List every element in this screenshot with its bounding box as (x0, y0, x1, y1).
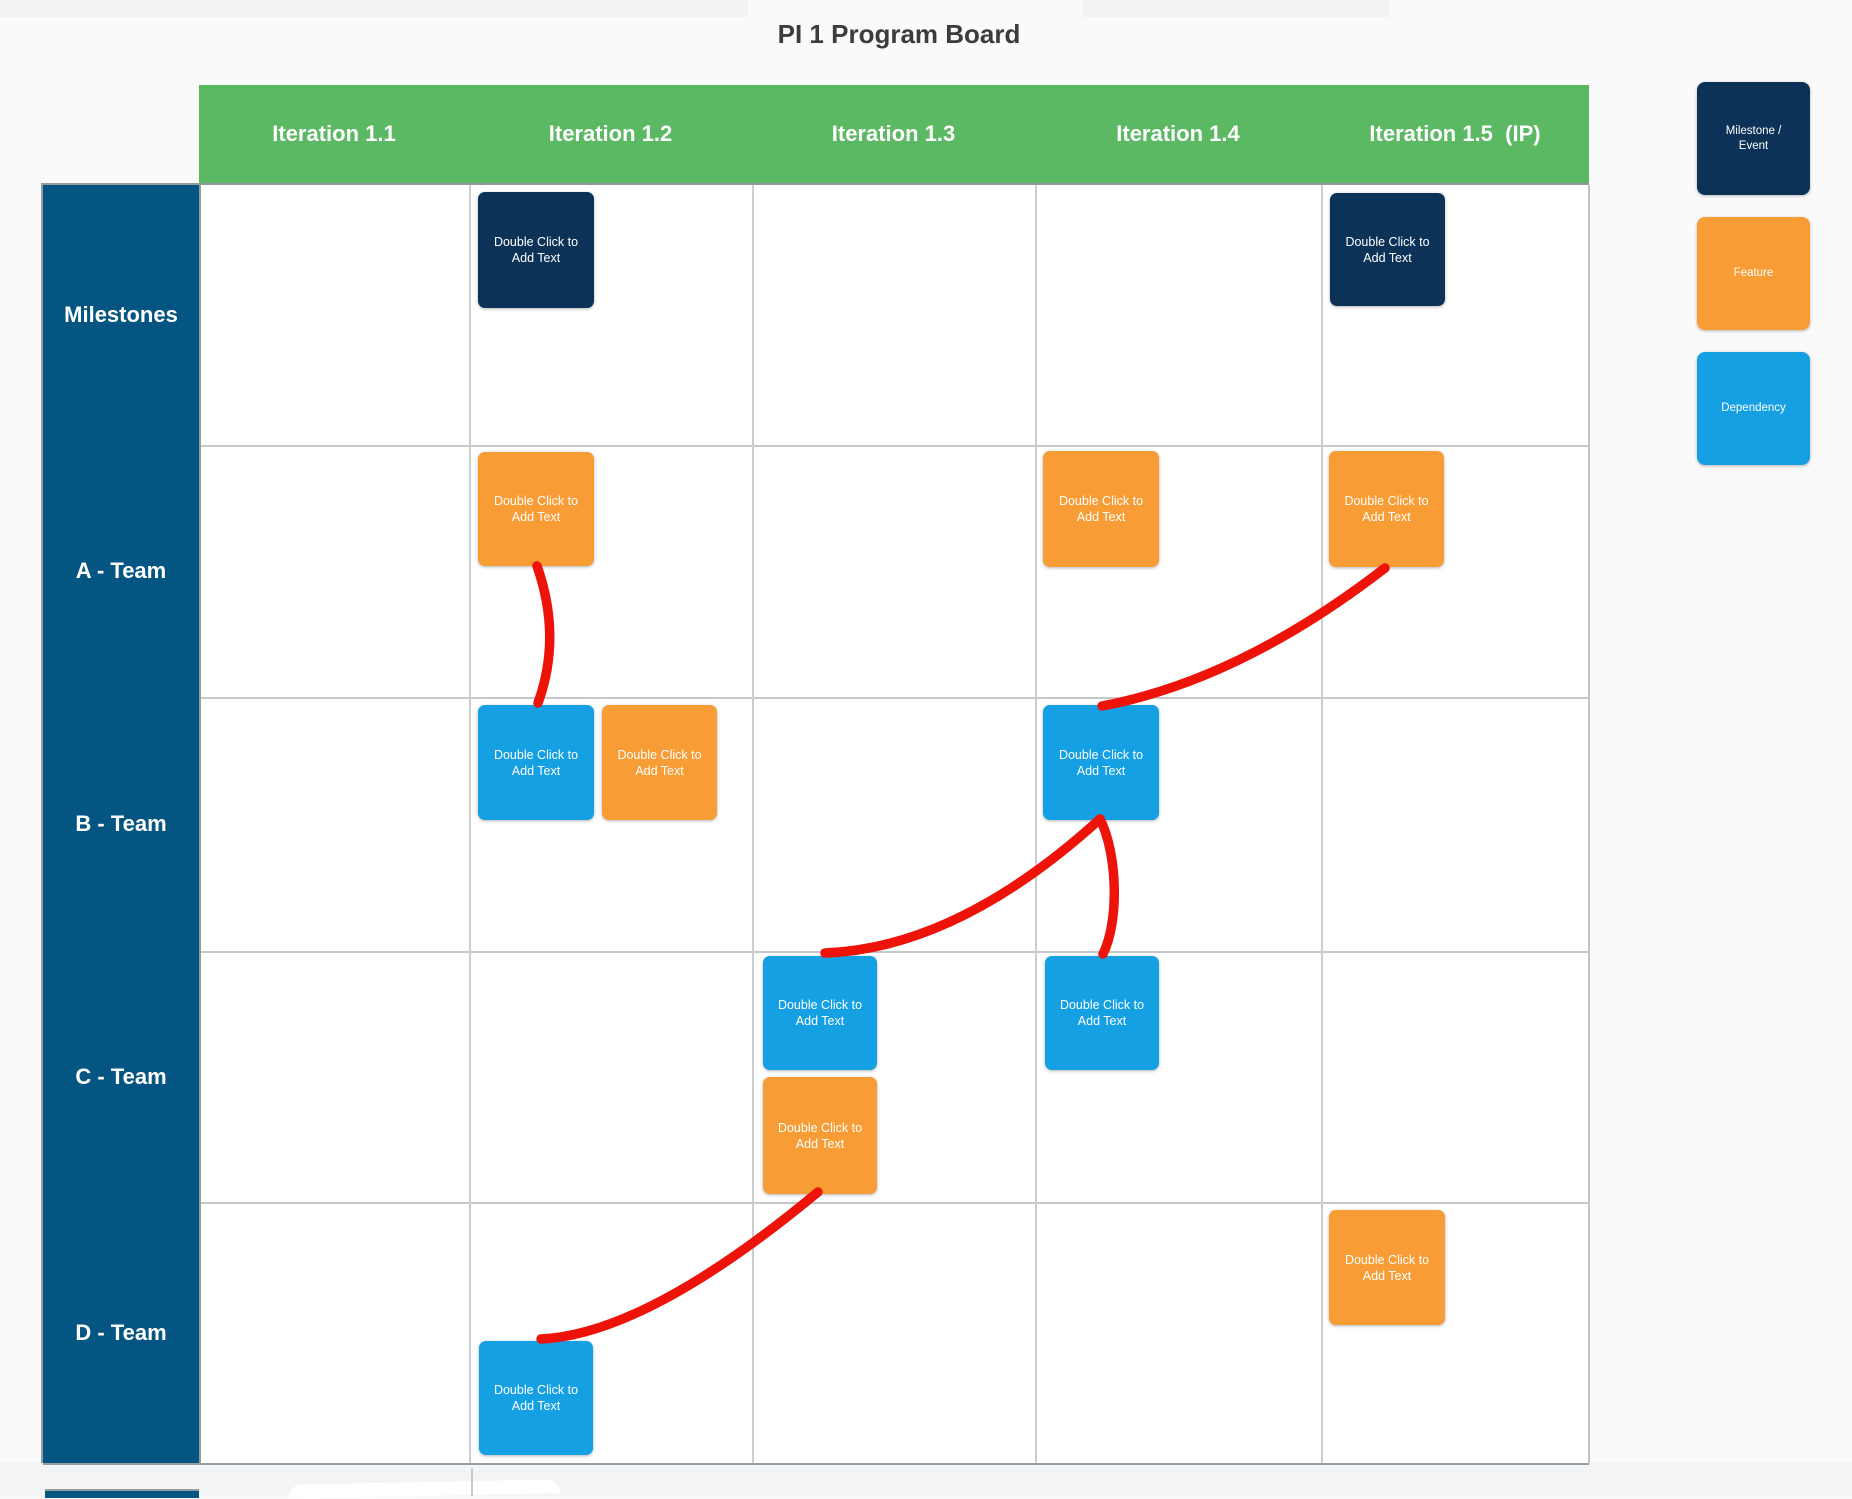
grid-line (469, 185, 471, 1463)
card-placeholder-text: Double Click to Add Text (1344, 494, 1429, 524)
grid-line (1035, 185, 1037, 1463)
row-label-a-team: A - Team (43, 445, 199, 697)
legend-feature: Feature (1697, 217, 1810, 330)
card-placeholder-text: Double Click to Add Text (1058, 747, 1144, 778)
card-placeholder-text: Double Click to Add Text (617, 747, 702, 778)
page-bottom-band (0, 1463, 1852, 1496)
card-placeholder-text: Double Click to Add Text (493, 494, 579, 524)
legend-dependency: Dependency (1697, 352, 1810, 465)
partial-next-row-label (45, 1489, 199, 1498)
table-bottom-border (43, 1463, 1589, 1465)
card-placeholder-text: Double Click to Add Text (493, 235, 579, 265)
dependency-card[interactable]: Double Click to Add Text (1045, 956, 1159, 1070)
legend-label: Milestone / Event (1725, 124, 1782, 152)
card-placeholder-text: Double Click to Add Text (493, 1383, 579, 1413)
card-placeholder-text: Double Click to Add Text (1058, 494, 1144, 524)
row-label-text: Milestones (64, 302, 178, 327)
column-header-label: Iteration 1.1 (272, 121, 396, 146)
top-bar-segment (0, 0, 748, 17)
dependency-card[interactable]: Double Click to Add Text (478, 705, 594, 820)
row-label-text: D - Team (75, 1319, 167, 1345)
grid-line (43, 951, 1589, 953)
column-header-label: Iteration 1.5 (IP) (1369, 121, 1541, 146)
milestone-card[interactable]: Double Click to Add Text (1330, 193, 1445, 306)
dependency-card[interactable]: Double Click to Add Text (1043, 705, 1159, 820)
legend-label: Feature (1733, 267, 1774, 279)
page-title: PI 1 Program Board (777, 19, 1021, 49)
feature-card[interactable]: Double Click to Add Text (478, 452, 594, 566)
milestone-card[interactable]: Double Click to Add Text (478, 192, 594, 308)
card-placeholder-text: Double Click to Add Text (1345, 234, 1430, 265)
row-label-text: A - Team (75, 558, 167, 583)
grid-line (43, 1202, 1589, 1204)
column-header-iteration-1-1: Iteration 1.1 (199, 85, 469, 183)
dependency-card[interactable]: Double Click to Add Text (479, 1341, 593, 1455)
legend-milestone-event: Milestone / Event (1697, 82, 1810, 195)
row-label-d-team: D - Team (43, 1202, 199, 1463)
card-placeholder-text: Double Click to Add Text (1059, 998, 1145, 1028)
feature-card[interactable]: Double Click to Add Text (1043, 451, 1159, 567)
feature-card[interactable]: Double Click to Add Text (1329, 451, 1444, 567)
feature-card[interactable]: Double Click to Add Text (602, 705, 717, 820)
column-header-iteration-1-2: Iteration 1.2 (469, 85, 752, 183)
feature-card[interactable]: Double Click to Add Text (763, 1077, 877, 1194)
grid-line (471, 1468, 473, 1496)
card-placeholder-text: Double Click to Add Text (777, 1120, 863, 1151)
row-label-milestones: Milestones (43, 185, 199, 445)
card-placeholder-text: Double Click to Add Text (1344, 1252, 1430, 1283)
grid-line (43, 445, 1589, 447)
column-header-iteration-1-5-ip: Iteration 1.5 (IP) (1321, 85, 1589, 183)
dependency-card[interactable]: Double Click to Add Text (763, 956, 877, 1070)
column-header-iteration-1-3: Iteration 1.3 (752, 85, 1035, 183)
row-label-text: B - Team (75, 811, 167, 836)
grid-line (43, 183, 1589, 185)
grid-line (1588, 185, 1590, 1463)
card-placeholder-text: Double Click to Add Text (493, 747, 579, 778)
feature-card[interactable]: Double Click to Add Text (1329, 1210, 1445, 1325)
grid-line (43, 697, 1589, 699)
grid-line (1321, 185, 1323, 1463)
column-header-iteration-1-4: Iteration 1.4 (1035, 85, 1321, 183)
legend-label: Dependency (1721, 402, 1786, 414)
card-placeholder-text: Double Click to Add Text (777, 998, 863, 1028)
grid-line (752, 185, 754, 1463)
row-label-c-team: C - Team (43, 951, 199, 1202)
column-header-label: Iteration 1.2 (548, 121, 673, 146)
row-label-b-team: B - Team (43, 697, 199, 951)
row-label-text: C - Team (75, 1063, 167, 1089)
column-header-label: Iteration 1.4 (1116, 121, 1240, 146)
column-header-label: Iteration 1.3 (831, 121, 956, 146)
top-bar-segment (1082, 0, 1390, 17)
